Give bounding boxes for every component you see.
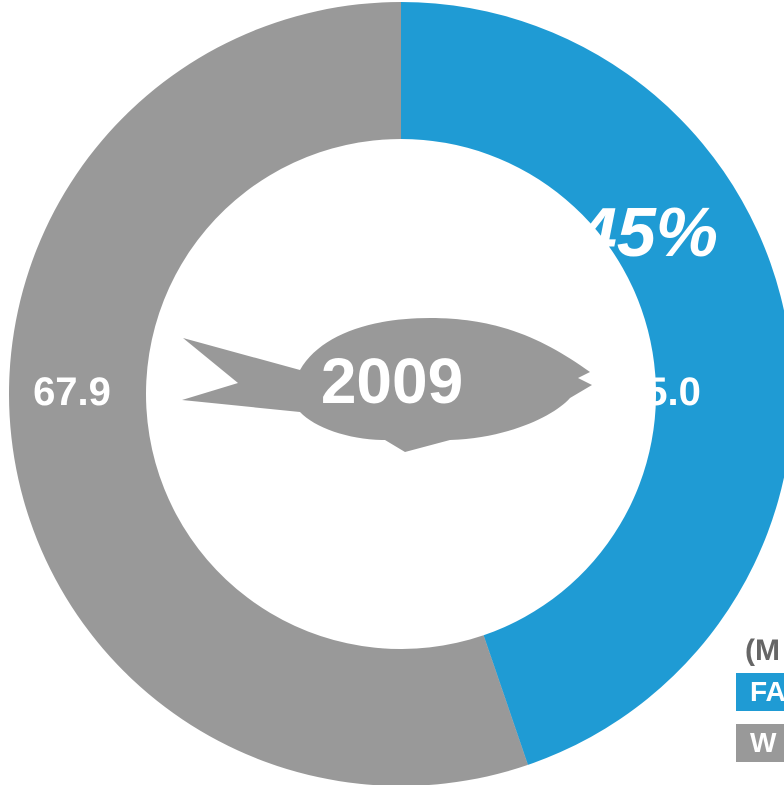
legend-units-text: (M [745, 634, 780, 667]
fish-icon [182, 318, 592, 452]
center-year-label: 2009 [321, 345, 463, 417]
legend-label-fa: FA [750, 676, 784, 707]
donut-slices [9, 2, 784, 785]
slice-value-label-w: 67.9 [33, 370, 111, 414]
legend-swatch-fa [736, 673, 784, 711]
highlight-percent-label: 45% [576, 193, 718, 271]
slice-value-label-fa: 55.0 [623, 370, 701, 414]
donut-slice-fa [401, 2, 784, 765]
legend-swatch-w [736, 724, 784, 762]
donut-slice-w [9, 2, 528, 785]
legend-label-w: W [750, 727, 777, 758]
